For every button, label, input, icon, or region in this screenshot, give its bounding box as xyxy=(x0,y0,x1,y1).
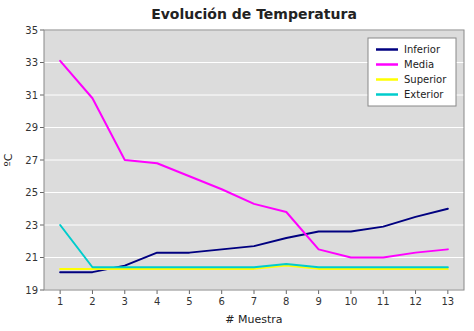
y-tick-label: 29 xyxy=(25,122,38,133)
x-tick xyxy=(350,290,351,294)
x-tick xyxy=(124,290,125,294)
x-tick-label: 12 xyxy=(409,296,422,307)
x-tick-label: 7 xyxy=(251,296,257,307)
series-line xyxy=(60,225,448,267)
x-tick-label: 9 xyxy=(315,296,321,307)
y-tick-label: 31 xyxy=(25,90,38,101)
grid-line xyxy=(44,160,464,161)
plot-frame xyxy=(44,30,464,290)
legend-swatch xyxy=(376,63,398,66)
plot-area xyxy=(44,30,464,290)
x-tick xyxy=(157,290,158,294)
y-tick-label: 25 xyxy=(25,187,38,198)
x-tick xyxy=(415,290,416,294)
y-tick-label: 27 xyxy=(25,155,38,166)
y-tick xyxy=(40,95,44,96)
legend-swatch xyxy=(376,78,398,81)
x-tick xyxy=(447,290,448,294)
x-tick-label: 11 xyxy=(377,296,390,307)
x-axis-label: # Muestra xyxy=(225,313,282,326)
title: Evolución de Temperatura xyxy=(151,6,357,22)
x-tick-label: 3 xyxy=(122,296,128,307)
legend: Inferior Media Superior Exterior xyxy=(368,38,456,106)
y-tick xyxy=(40,62,44,63)
x-tick xyxy=(189,290,190,294)
legend-label: Exterior xyxy=(404,89,444,100)
x-tick xyxy=(92,290,93,294)
y-tick-label: 23 xyxy=(25,220,38,231)
y-tick-label: 35 xyxy=(25,25,38,36)
x-tick-label: 4 xyxy=(154,296,160,307)
grid-line xyxy=(44,225,464,226)
y-tick xyxy=(40,30,44,31)
x-tick xyxy=(221,290,222,294)
x-tick-label: 1 xyxy=(57,296,63,307)
y-tick-label: 33 xyxy=(25,57,38,68)
y-tick xyxy=(40,160,44,161)
y-axis-label: ºC xyxy=(2,153,15,166)
grid-line xyxy=(44,192,464,193)
x-tick xyxy=(383,290,384,294)
x-tick-label: 8 xyxy=(283,296,289,307)
x-tick-label: 10 xyxy=(345,296,358,307)
y-tick xyxy=(40,257,44,258)
legend-label: Media xyxy=(404,59,434,70)
x-tick xyxy=(254,290,255,294)
y-tick xyxy=(40,225,44,226)
x-tick xyxy=(286,290,287,294)
x-tick xyxy=(318,290,319,294)
x-tick-label: 2 xyxy=(89,296,95,307)
legend-label: Inferior xyxy=(404,44,441,55)
grid-line xyxy=(44,257,464,258)
chart: 19212325272931333512345678910111213Evolu… xyxy=(0,0,474,331)
y-tick xyxy=(40,290,44,291)
y-tick xyxy=(40,127,44,128)
series-line xyxy=(60,209,448,272)
x-tick xyxy=(60,290,61,294)
legend-label: Superior xyxy=(404,74,447,85)
legend-box xyxy=(368,38,456,106)
legend-swatch xyxy=(376,48,398,51)
x-tick-label: 6 xyxy=(219,296,225,307)
y-tick-label: 19 xyxy=(25,285,38,296)
x-tick-label: 13 xyxy=(441,296,454,307)
y-tick xyxy=(40,192,44,193)
y-tick-label: 21 xyxy=(25,252,38,263)
legend-swatch xyxy=(376,93,398,96)
x-tick-label: 5 xyxy=(186,296,192,307)
